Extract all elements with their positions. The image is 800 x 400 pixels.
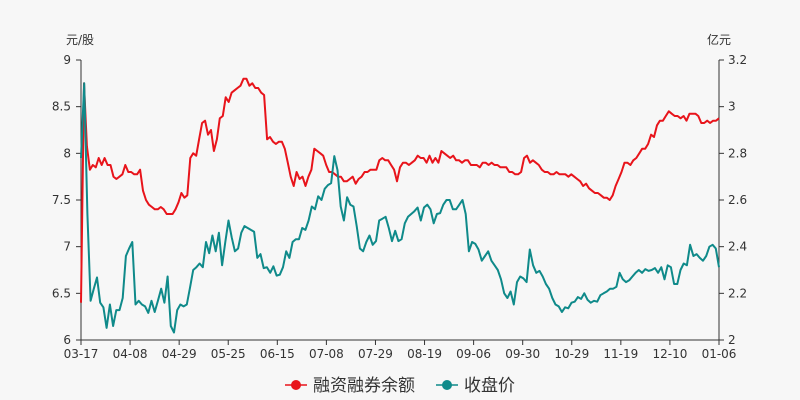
x-tick-label: 06-15 (260, 347, 295, 361)
legend-label-close-price: 收盘价 (464, 376, 515, 396)
left-tick-label: 7.5 (52, 193, 71, 207)
right-tick-label: 3.2 (728, 53, 747, 67)
x-tick-label: 05-25 (211, 347, 246, 361)
x-tick-label: 07-08 (309, 347, 344, 361)
x-tick-label: 12-10 (652, 347, 687, 361)
x-tick-label: 09-30 (505, 347, 540, 361)
right-tick-label: 2 (728, 333, 736, 347)
x-tick-label: 03-17 (64, 347, 99, 361)
legend-marker-close-price (442, 380, 452, 390)
right-tick-label: 2.8 (728, 146, 747, 160)
left-tick-label: 6 (63, 333, 71, 347)
x-axis-ticks: 03-17 04-08 04-29 05-25 06-15 07-08 07-29 08-19… (64, 340, 737, 361)
x-tick-label: 08-19 (407, 347, 442, 361)
legend-label-margin-balance: 融资融券余额 (313, 376, 415, 396)
right-tick-label: 2.6 (728, 193, 747, 207)
right-tick-label: 2.2 (728, 286, 747, 300)
x-tick-label: 04-29 (162, 347, 197, 361)
left-tick-label: 9 (63, 53, 71, 67)
margin-balance-line (80, 77, 720, 303)
left-axis-ticks: 6 6.5 7 7.5 8 8.5 9 (52, 53, 81, 347)
legend[interactable]: 融资融券余额 收盘价 (285, 376, 515, 396)
right-axis-unit: 亿元 (707, 32, 731, 47)
legend-item-close-price[interactable]: 收盘价 (436, 376, 515, 396)
x-tick-label: 01-06 (702, 347, 737, 361)
x-tick-label: 10-29 (554, 347, 589, 361)
left-axis-unit: 元/股 (66, 33, 94, 47)
legend-item-margin-balance[interactable]: 融资融券余额 (285, 376, 415, 396)
left-tick-label: 7 (63, 240, 71, 254)
right-tick-label: 3 (728, 100, 736, 114)
legend-marker-margin-balance (291, 380, 301, 390)
series-layer (80, 77, 720, 334)
x-tick-label: 09-06 (456, 347, 491, 361)
left-tick-label: 6.5 (52, 286, 71, 300)
right-axis-ticks: 2 2.2 2.4 2.6 2.8 3 3.2 (719, 53, 747, 347)
right-tick-label: 2.4 (728, 240, 747, 254)
x-tick-label: 04-08 (113, 347, 148, 361)
left-tick-label: 8.5 (52, 100, 71, 114)
x-tick-label: 07-29 (358, 347, 393, 361)
x-tick-label: 11-19 (603, 347, 638, 361)
left-tick-label: 8 (63, 146, 71, 160)
close-price-line (80, 82, 720, 334)
